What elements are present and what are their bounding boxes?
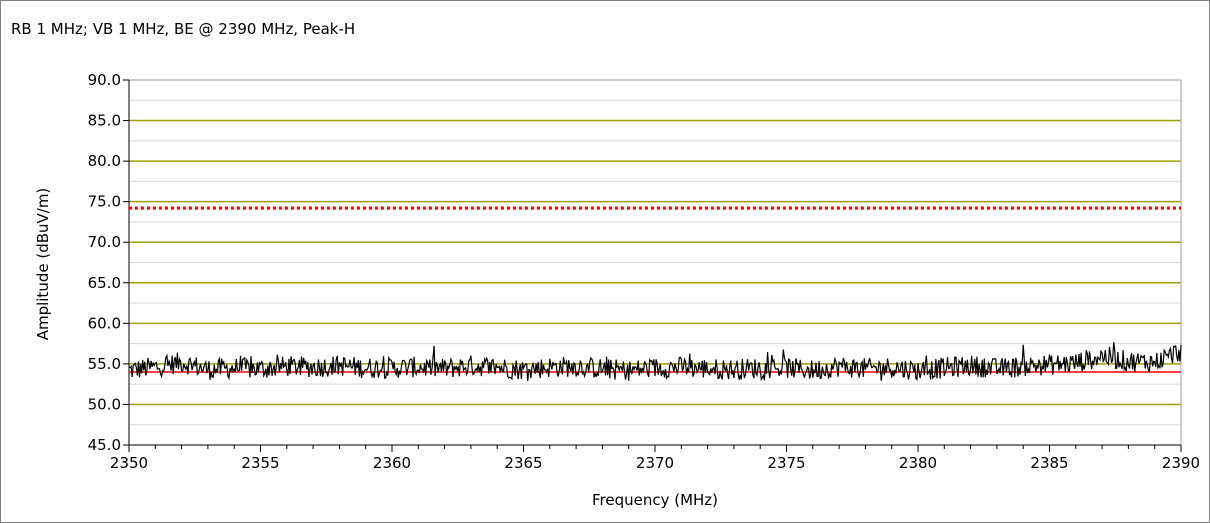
y-tick-label: 90.0 — [88, 71, 121, 89]
y-axis-title: Amplitude (dBuV/m) — [34, 188, 52, 341]
chart-title: RB 1 MHz; VB 1 MHz, BE @ 2390 MHz, Peak-… — [11, 20, 356, 38]
y-tick-label: 45.0 — [88, 436, 121, 454]
y-tick-label: 50.0 — [88, 395, 121, 413]
x-tick-label: 2385 — [1030, 454, 1068, 472]
x-tick-label: 2380 — [899, 454, 937, 472]
y-tick-label: 70.0 — [88, 233, 121, 251]
y-tick-label: 85.0 — [88, 112, 121, 130]
x-tick-label: 2365 — [504, 454, 542, 472]
y-tick-label: 65.0 — [88, 274, 121, 292]
x-tick-label: 2360 — [373, 454, 411, 472]
y-tick-label: 75.0 — [88, 193, 121, 211]
x-tick-label: 2375 — [767, 454, 805, 472]
x-tick-label: 2355 — [241, 454, 279, 472]
x-tick-label: 2370 — [636, 454, 674, 472]
y-tick-label: 55.0 — [88, 355, 121, 373]
x-tick-label: 2350 — [110, 454, 148, 472]
y-tick-label: 60.0 — [88, 314, 121, 332]
y-tick-label: 80.0 — [88, 152, 121, 170]
trace-line — [128, 342, 1182, 382]
x-axis-title: Frequency (MHz) — [592, 491, 718, 509]
x-tick-label: 2390 — [1162, 454, 1200, 472]
